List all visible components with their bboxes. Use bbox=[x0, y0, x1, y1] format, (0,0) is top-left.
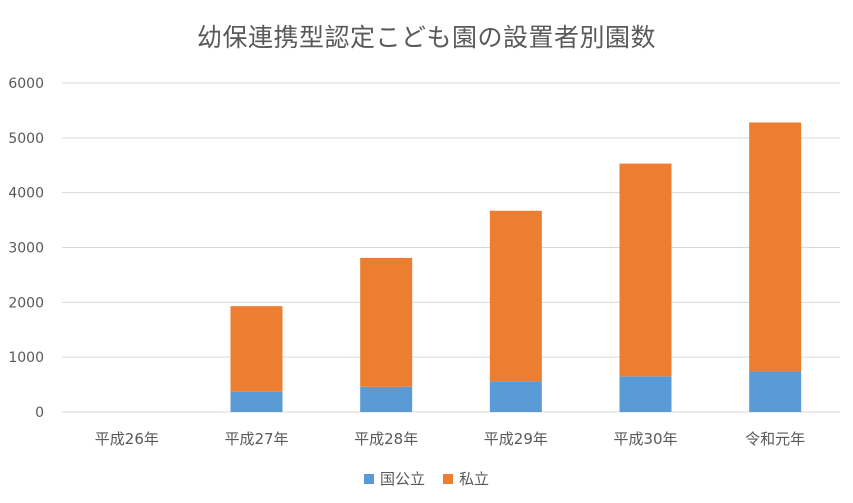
bar-private bbox=[230, 306, 283, 392]
chart-title: 幼保連携型認定こども園の設置者別園数 bbox=[196, 23, 656, 52]
legend-label-private: 私立 bbox=[459, 470, 490, 488]
bar-private bbox=[619, 163, 672, 377]
bar-private bbox=[749, 122, 802, 372]
bar-public bbox=[230, 391, 283, 412]
y-tick-label: 5000 bbox=[8, 131, 44, 147]
x-tick-label: 平成28年 bbox=[354, 430, 418, 448]
legend-swatch-public bbox=[363, 473, 374, 484]
x-tick-label: 平成26年 bbox=[95, 430, 159, 448]
chart-legend: 国公立 私立 bbox=[0, 468, 853, 489]
x-tick-label: 平成30年 bbox=[613, 430, 677, 448]
bar-public bbox=[749, 371, 802, 412]
x-tick-label: 平成27年 bbox=[224, 430, 288, 448]
y-tick-label: 3000 bbox=[8, 241, 44, 257]
legend-item-public: 国公立 bbox=[363, 468, 425, 489]
legend-item-private: 私立 bbox=[443, 468, 489, 489]
bar-private bbox=[360, 257, 413, 387]
x-tick-label: 令和元年 bbox=[745, 430, 805, 448]
bar-public bbox=[619, 376, 672, 412]
legend-label-public: 国公立 bbox=[379, 470, 425, 488]
bar-private bbox=[489, 210, 542, 382]
y-tick-label: 1000 bbox=[8, 350, 44, 366]
y-tick-label: 2000 bbox=[8, 295, 44, 311]
bar-public bbox=[360, 386, 413, 412]
x-tick-label: 平成29年 bbox=[484, 430, 548, 448]
bar-public bbox=[489, 381, 542, 412]
y-tick-label: 0 bbox=[35, 405, 44, 421]
y-tick-label: 6000 bbox=[8, 76, 44, 92]
legend-swatch-private bbox=[443, 473, 453, 484]
y-tick-label: 4000 bbox=[8, 186, 44, 202]
